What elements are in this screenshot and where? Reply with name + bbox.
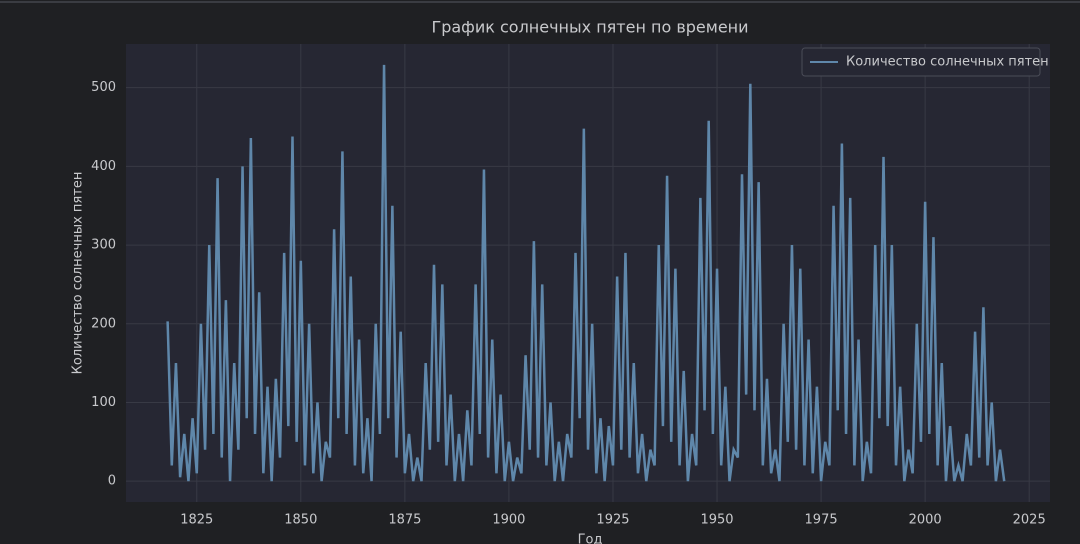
y-tick-label: 0: [108, 474, 116, 489]
x-tick-label: 2025: [1013, 513, 1046, 528]
x-tick-label: 1850: [284, 513, 317, 528]
y-tick-label: 500: [91, 80, 116, 95]
x-tick-label: 1950: [700, 513, 733, 528]
x-tick-label: 1900: [492, 513, 525, 528]
legend-box: [801, 47, 1041, 77]
y-axis-label: Количество солнечных пятен: [71, 172, 86, 375]
x-tick-label: 1925: [596, 513, 629, 528]
x-tick-label: 2000: [909, 513, 942, 528]
y-tick-label: 100: [91, 395, 116, 410]
x-tick-label: 1875: [388, 513, 421, 528]
legend-label: Количество солнечных пятен: [846, 55, 1049, 70]
y-tick-label: 200: [91, 316, 116, 331]
data-line: [166, 64, 1006, 482]
x-axis-label: Год: [578, 533, 603, 544]
y-tick-label: 400: [91, 159, 116, 174]
chart-title: График солнечных пятен по времени: [431, 18, 748, 37]
y-tick-label: 300: [91, 238, 116, 253]
x-tick-label: 1975: [805, 513, 838, 528]
x-tick-label: 1825: [180, 513, 213, 528]
